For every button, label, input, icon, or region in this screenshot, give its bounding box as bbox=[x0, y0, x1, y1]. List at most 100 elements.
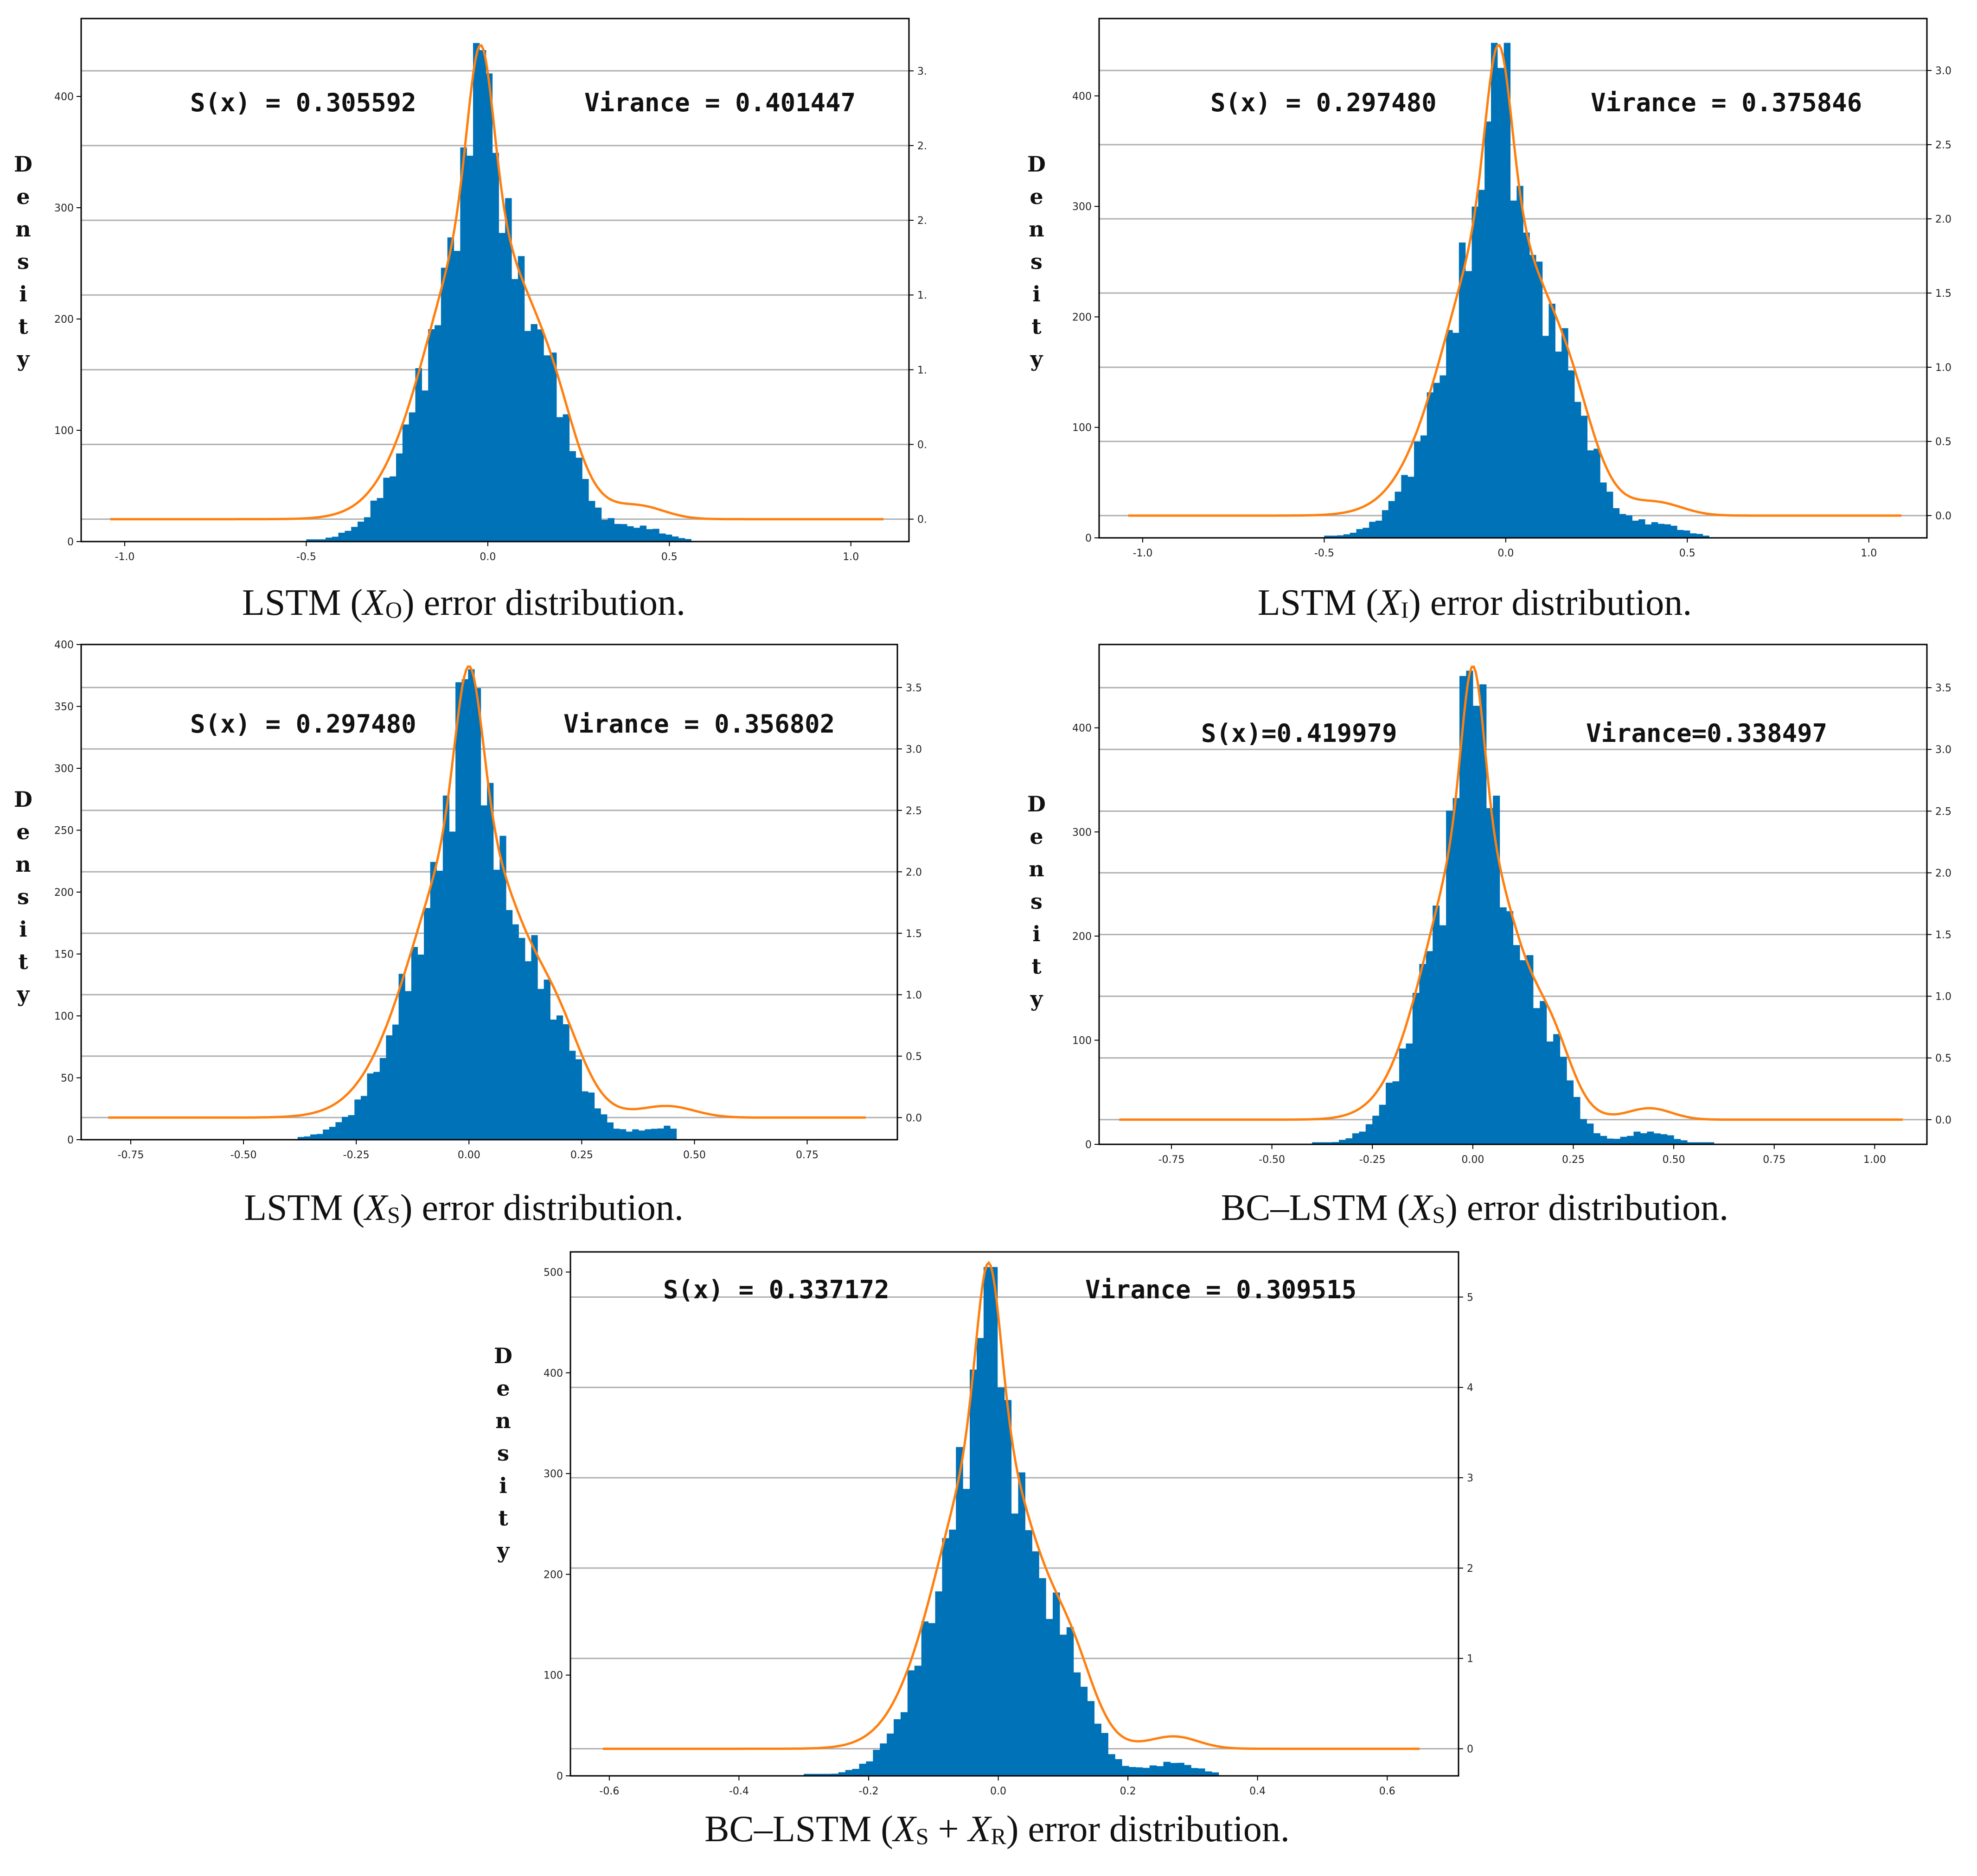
histogram-bar bbox=[976, 1338, 984, 1776]
y-left-tick-label: 200 bbox=[1072, 312, 1092, 323]
stat-sx-annotation: S(x)=0.419979 bbox=[1201, 719, 1397, 748]
y-left-tick-label: 150 bbox=[54, 949, 74, 961]
y-right-tick-label: 4 bbox=[1467, 1382, 1473, 1394]
histogram-bar bbox=[544, 355, 550, 542]
y-left-tick-label: 300 bbox=[54, 763, 74, 775]
y-axis-label-letter: y bbox=[497, 1538, 510, 1563]
histogram-bar bbox=[544, 979, 550, 1140]
x-tick-label: 0.00 bbox=[1461, 1154, 1484, 1166]
histogram-bar bbox=[620, 1129, 627, 1140]
histogram-bar bbox=[405, 991, 412, 1140]
y-right-tick-label: 2.5 bbox=[1935, 140, 1951, 151]
histogram-bar bbox=[614, 523, 621, 542]
y-axis-label-letter: i bbox=[19, 917, 27, 942]
y-left-tick-label: 300 bbox=[1072, 201, 1092, 213]
histogram-bar bbox=[1170, 1763, 1177, 1776]
histogram-bar bbox=[1408, 477, 1414, 538]
chart-lstm-xi: -1.0 -0.5 0.0 0.5 1.0 0 100 200 300 400 0.0 0.5 1.0 1… bbox=[1027, 18, 1951, 559]
histogram-bar bbox=[518, 256, 525, 542]
y-right-tick-label: 2.5 bbox=[917, 140, 928, 152]
histogram-bar bbox=[1542, 336, 1549, 538]
histogram-bar bbox=[338, 532, 345, 542]
histogram-bar bbox=[685, 539, 691, 542]
caption-lstm-xi: LSTM (XI) error distribution. bbox=[1257, 582, 1692, 623]
y-axis-label-letter: y bbox=[17, 346, 30, 371]
histogram-bar bbox=[1350, 532, 1357, 538]
histogram-bar bbox=[468, 669, 475, 1140]
histogram-bar bbox=[1426, 951, 1433, 1144]
histogram-bar bbox=[1694, 1142, 1701, 1144]
y-right-tick-label: 5 bbox=[1467, 1292, 1473, 1303]
y-axis-label-letter: n bbox=[1029, 217, 1044, 242]
plot-frame bbox=[569, 1251, 1459, 1777]
histogram-bar bbox=[1580, 1119, 1587, 1144]
histogram-bar bbox=[588, 501, 595, 542]
histogram-bar bbox=[1135, 1767, 1143, 1776]
y-axis-label-letter: s bbox=[1030, 889, 1043, 914]
histogram-bar bbox=[866, 1761, 873, 1776]
histogram-bar bbox=[1459, 242, 1466, 538]
y-right-tick-label: 1.0 bbox=[917, 364, 928, 376]
histogram-bar bbox=[1011, 1513, 1019, 1776]
chart-panel-bclstm-xs: -0.75 -0.50 -0.25 0.00 0.25 0.50 0.75 1.00 0 100 2… bbox=[1011, 640, 1977, 1238]
histogram-bar bbox=[873, 1749, 880, 1776]
y-right-tick-label: 1.5 bbox=[1935, 930, 1951, 941]
histogram-bar bbox=[640, 525, 647, 542]
y-right-tick-label: 0.5 bbox=[917, 440, 928, 451]
histogram-bar bbox=[942, 1538, 949, 1776]
chart-bclstm-xs-xr: -0.6 -0.4 -0.2 0.0 0.2 0.4 0.6 0 100 200 300 400 500… bbox=[494, 1251, 1473, 1797]
histogram-bar bbox=[1184, 1765, 1191, 1776]
histogram-bar bbox=[1312, 1142, 1319, 1144]
histogram-bar bbox=[454, 251, 461, 542]
histogram-bar bbox=[1066, 1627, 1074, 1776]
caption-lstm-xs: LSTM (XS) error distribution. bbox=[244, 1187, 684, 1228]
histogram-bar bbox=[1363, 528, 1369, 538]
histogram-bar bbox=[417, 954, 424, 1140]
y-left-tick-label: 500 bbox=[544, 1267, 563, 1278]
histogram-bar bbox=[1523, 232, 1530, 538]
histogram-bar bbox=[1651, 522, 1658, 538]
histogram-bar bbox=[1484, 121, 1491, 538]
x-tick-label: 0.5 bbox=[661, 551, 678, 563]
histogram-bar bbox=[1568, 370, 1575, 538]
histogram-bar bbox=[582, 1091, 589, 1140]
histogram-bar bbox=[370, 500, 377, 542]
plot-frame bbox=[1098, 18, 1928, 539]
y-right-tick-label: 1.5 bbox=[1935, 288, 1951, 300]
histogram-bar bbox=[626, 1131, 633, 1140]
stat-sx-annotation: S(x) = 0.297480 bbox=[1210, 88, 1437, 117]
y-left-tick-label: 200 bbox=[54, 314, 74, 325]
histogram-bar bbox=[345, 530, 352, 542]
histogram-bar bbox=[313, 539, 320, 542]
histogram-bar bbox=[1440, 375, 1446, 538]
histogram-bar bbox=[1529, 255, 1536, 538]
x-tick-label: 1.0 bbox=[843, 551, 859, 563]
y-left-tick-label: 400 bbox=[1072, 91, 1092, 102]
histogram-bar bbox=[1177, 1762, 1184, 1776]
histogram-bar bbox=[594, 1108, 601, 1140]
histogram-bar bbox=[1700, 1142, 1708, 1144]
histogram-bar bbox=[1506, 911, 1514, 1144]
histogram-bar bbox=[354, 1099, 361, 1140]
x-tick-label: -1.0 bbox=[1132, 548, 1152, 559]
histogram-bar bbox=[556, 1015, 563, 1140]
y-axis-label-letter: e bbox=[16, 819, 30, 844]
histogram-bar bbox=[659, 533, 666, 542]
x-tick-label: -1.0 bbox=[115, 551, 134, 563]
histogram-bar bbox=[627, 526, 634, 542]
histogram-bar bbox=[1555, 351, 1562, 538]
y-right-tick-label: 0.0 bbox=[906, 1112, 922, 1124]
y-right-tick-label: 0.0 bbox=[1935, 1115, 1951, 1126]
histogram-bar bbox=[1433, 906, 1440, 1144]
y-right-tick-label: 1.0 bbox=[906, 989, 922, 1001]
histogram-bar bbox=[1633, 1131, 1641, 1144]
histogram-bar bbox=[1325, 1142, 1333, 1144]
x-tick-label: -0.6 bbox=[599, 1786, 619, 1797]
stat-variance-annotation: Virance = 0.401447 bbox=[584, 88, 856, 117]
histogram-bar bbox=[424, 908, 431, 1140]
histogram-bar bbox=[1465, 271, 1472, 538]
y-axis-label-letter: e bbox=[1030, 184, 1043, 209]
x-tick-label: 0.0 bbox=[990, 1786, 1006, 1797]
histogram-bar bbox=[1108, 1754, 1115, 1776]
histogram-bar bbox=[1587, 1123, 1594, 1144]
